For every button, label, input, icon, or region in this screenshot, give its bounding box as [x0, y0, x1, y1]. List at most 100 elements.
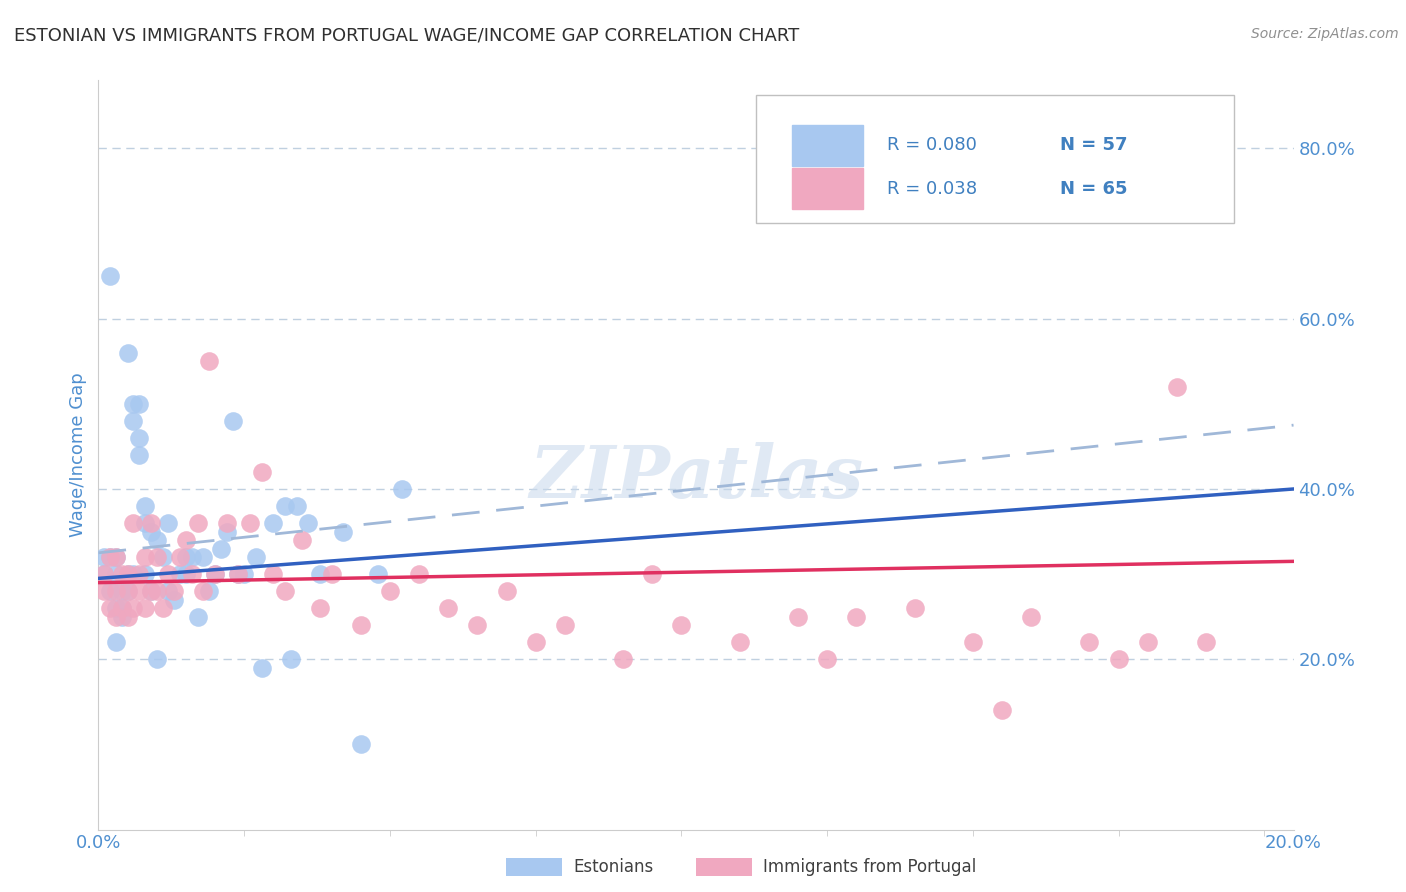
Point	[111, 601, 134, 615]
Point	[145, 533, 167, 547]
Point	[1166, 380, 1188, 394]
Point	[1019, 609, 1042, 624]
Point	[128, 584, 150, 599]
Point	[111, 567, 134, 582]
Point	[117, 584, 139, 599]
Point	[250, 465, 273, 479]
Point	[134, 567, 156, 582]
Point	[117, 567, 139, 582]
Point	[139, 584, 162, 599]
Point	[309, 601, 332, 615]
Point	[903, 601, 925, 615]
Point	[193, 550, 215, 565]
Point	[145, 550, 167, 565]
Point	[297, 516, 319, 530]
Point	[350, 738, 373, 752]
Point	[111, 584, 134, 599]
Point	[391, 482, 413, 496]
Point	[111, 609, 134, 624]
Point	[169, 567, 191, 582]
Point	[437, 601, 460, 615]
Point	[128, 448, 150, 462]
Point	[262, 567, 284, 582]
Point	[209, 541, 232, 556]
Point	[134, 516, 156, 530]
Point	[98, 601, 121, 615]
Point	[285, 499, 308, 513]
Point	[163, 592, 186, 607]
Point	[321, 567, 343, 582]
Text: R = 0.038: R = 0.038	[887, 180, 977, 198]
Point	[139, 584, 162, 599]
Point	[198, 584, 221, 599]
Point	[139, 524, 162, 539]
Point	[641, 567, 664, 582]
Point	[367, 567, 389, 582]
Point	[93, 550, 115, 565]
Point	[291, 533, 314, 547]
Point	[169, 550, 191, 565]
Point	[204, 567, 226, 582]
Point	[104, 567, 127, 582]
Point	[145, 652, 167, 666]
Point	[104, 635, 127, 649]
Text: N = 65: N = 65	[1060, 180, 1128, 198]
Point	[524, 635, 547, 649]
Point	[122, 516, 145, 530]
Point	[250, 661, 273, 675]
Point	[495, 584, 517, 599]
Point	[157, 584, 180, 599]
Text: Immigrants from Portugal: Immigrants from Portugal	[763, 858, 977, 876]
Point	[117, 345, 139, 359]
Point	[671, 618, 693, 632]
Point	[93, 567, 115, 582]
Point	[134, 601, 156, 615]
Point	[104, 550, 127, 565]
Point	[122, 414, 145, 428]
Point	[233, 567, 256, 582]
Point	[98, 269, 121, 284]
Point	[180, 567, 202, 582]
Text: R = 0.080: R = 0.080	[887, 136, 977, 154]
Point	[174, 550, 197, 565]
Y-axis label: Wage/Income Gap: Wage/Income Gap	[69, 373, 87, 537]
Point	[1108, 652, 1130, 666]
Point	[104, 601, 127, 615]
Point	[332, 524, 354, 539]
Point	[467, 618, 489, 632]
Point	[245, 550, 267, 565]
Point	[122, 567, 145, 582]
Point	[193, 584, 215, 599]
Point	[139, 516, 162, 530]
Point	[962, 635, 984, 649]
Point	[157, 516, 180, 530]
Point	[128, 567, 150, 582]
Point	[174, 533, 197, 547]
Text: ESTONIAN VS IMMIGRANTS FROM PORTUGAL WAGE/INCOME GAP CORRELATION CHART: ESTONIAN VS IMMIGRANTS FROM PORTUGAL WAG…	[14, 27, 799, 45]
Point	[98, 550, 121, 565]
Point	[728, 635, 751, 649]
Point	[274, 499, 297, 513]
Point	[157, 567, 180, 582]
Point	[122, 397, 145, 411]
FancyBboxPatch shape	[792, 125, 863, 167]
Point	[134, 550, 156, 565]
Point	[111, 601, 134, 615]
Point	[815, 652, 838, 666]
Point	[228, 567, 250, 582]
Point	[204, 567, 226, 582]
Point	[122, 601, 145, 615]
FancyBboxPatch shape	[756, 95, 1234, 223]
Point	[274, 584, 297, 599]
Text: N = 57: N = 57	[1060, 136, 1128, 154]
Point	[117, 609, 139, 624]
Text: Estonians: Estonians	[574, 858, 654, 876]
Point	[408, 567, 430, 582]
Point	[991, 703, 1014, 717]
Point	[554, 618, 576, 632]
Point	[350, 618, 373, 632]
Point	[152, 601, 174, 615]
Point	[309, 567, 332, 582]
Point	[128, 431, 150, 445]
Point	[239, 516, 262, 530]
